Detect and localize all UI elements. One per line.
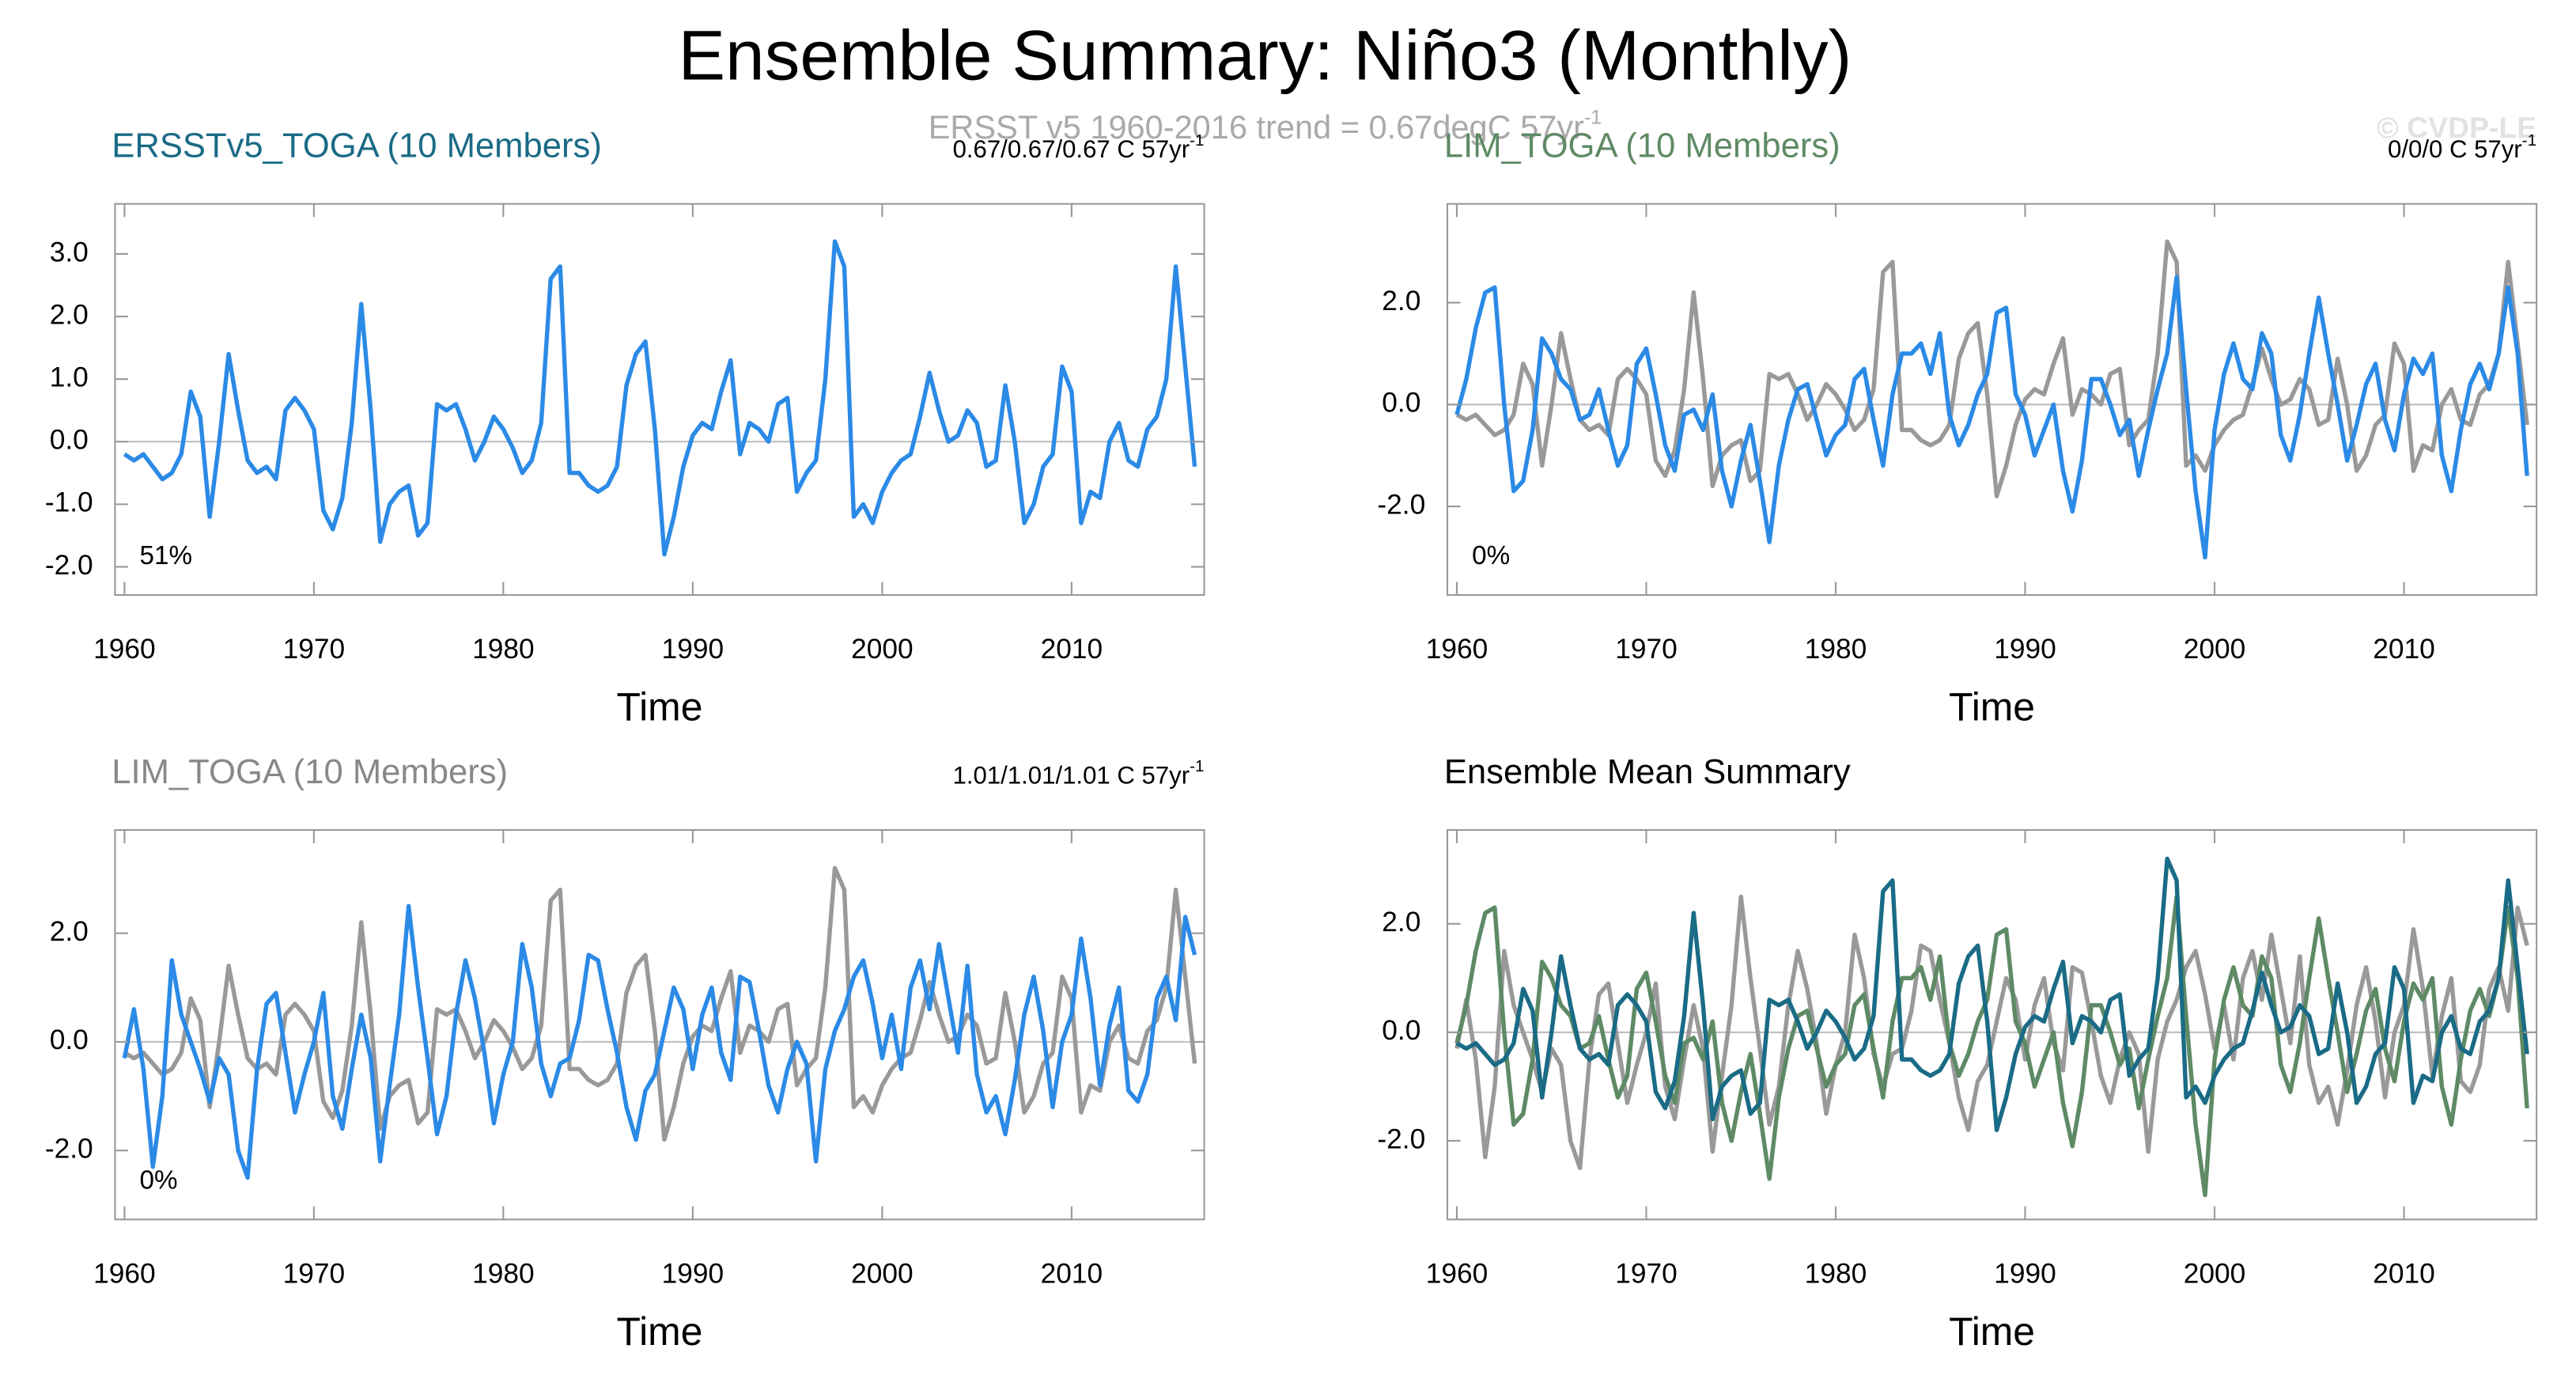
y-tick-label: -2.0 — [1377, 1123, 1425, 1154]
x-tick-label: 1970 — [1615, 634, 1678, 665]
x-tick-label: 1990 — [1994, 1258, 2056, 1289]
x-tick-label: 1990 — [662, 634, 724, 665]
panel-trend: 1.01/1.01/1.01 C 57yr-1 — [953, 758, 1205, 790]
panel: ERSSTv5_TOGA (10 Members) 0.67/0.67/0.67 … — [45, 127, 1205, 729]
panel-trend-superscript: -1 — [2522, 131, 2536, 150]
panel: LIM_TOGA (10 Members) 1.01/1.01/1.01 C 57… — [45, 753, 1205, 1354]
trend-superscript: -1 — [1584, 106, 1602, 128]
x-tick-label: 2010 — [2373, 634, 2435, 665]
trend-text: ERSST v5 1960-2016 trend = 0.67degC 57yr — [929, 108, 1584, 146]
series-line — [1455, 856, 2529, 1132]
trend-note: ERSST v5 1960-2016 trend = 0.67degC 57yr… — [929, 106, 1602, 146]
panel-title: ERSSTv5_TOGA (10 Members) — [112, 127, 602, 165]
plot-frame — [114, 203, 1205, 597]
x-tick-label: 2010 — [1041, 1258, 1103, 1289]
series-line — [123, 866, 1197, 1142]
series-line — [123, 239, 1197, 557]
x-tick-label: 1980 — [1805, 1258, 1867, 1289]
panel: LIM_TOGA (10 Members) 0/0/0 C 57yr-1 2.0 0.… — [1377, 127, 2538, 729]
x-tick-label: 2000 — [2184, 634, 2246, 665]
x-tick-label: 2000 — [851, 1258, 914, 1289]
plot-frame — [1446, 203, 2538, 597]
x-tick-label: 1960 — [93, 634, 156, 665]
x-axis-label: Time — [1949, 1309, 2035, 1354]
y-tick-label: 2.0 — [50, 916, 89, 947]
y-tick-label: 0.0 — [50, 1025, 89, 1055]
panel-trend-text: 0/0/0 C 57yr — [2388, 135, 2522, 163]
plot-frame — [1446, 829, 2538, 1221]
x-tick-label: 1980 — [472, 1258, 535, 1289]
x-tick-label: 1970 — [283, 634, 346, 665]
panel-trend-superscript: -1 — [1190, 758, 1204, 776]
x-tick-label: 1970 — [283, 1258, 346, 1289]
x-axis-label: Time — [1949, 685, 2035, 729]
plot-frame — [114, 829, 1205, 1221]
y-tick-label: -2.0 — [45, 1134, 93, 1165]
y-tick-label: 2.0 — [1382, 286, 1420, 316]
series-line — [122, 904, 1197, 1180]
x-tick-label: 1980 — [1805, 634, 1867, 665]
panel-trend: 0.67/0.67/0.67 C 57yr-1 — [953, 131, 1205, 163]
panel-title: Ensemble Mean Summary — [1444, 753, 1851, 791]
y-tick-label: 3.0 — [50, 237, 89, 267]
panel-trend-text: 0.67/0.67/0.67 C 57yr — [953, 135, 1190, 163]
figure-title: Ensemble Summary: Niño3 (Monthly) — [679, 16, 1852, 95]
x-axis-label: Time — [617, 1309, 703, 1354]
panel-trend: 0/0/0 C 57yr-1 — [2388, 131, 2536, 163]
x-tick-label: 1970 — [1615, 1258, 1678, 1289]
panel-trend-superscript: -1 — [1190, 131, 1204, 150]
y-tick-label: 1.0 — [50, 362, 89, 393]
panel-title: LIM_TOGA (10 Members) — [112, 753, 508, 791]
y-tick-label: 0.0 — [1382, 388, 1420, 419]
panel-annotation: 0% — [140, 1165, 178, 1195]
y-tick-label: 0.0 — [50, 425, 89, 456]
y-tick-label: -2.0 — [45, 550, 93, 581]
y-tick-label: -2.0 — [1377, 489, 1425, 520]
x-tick-label: 2000 — [851, 634, 914, 665]
panel-title: LIM_TOGA (10 Members) — [1444, 127, 1840, 165]
x-tick-label: 1960 — [1426, 1258, 1488, 1289]
x-tick-label: 2010 — [2373, 1258, 2435, 1289]
x-axis-label: Time — [617, 685, 703, 729]
panel-annotation: 51% — [140, 541, 193, 570]
x-tick-label: 1990 — [662, 1258, 724, 1289]
y-tick-label: 2.0 — [50, 299, 89, 330]
x-tick-label: 1990 — [1994, 634, 2056, 665]
x-tick-label: 1960 — [1426, 634, 1488, 665]
y-tick-label: 2.0 — [1382, 907, 1420, 938]
series-line — [1454, 275, 2529, 560]
panel-annotation: 0% — [1472, 541, 1510, 570]
copyright: © CVDP-LE — [2377, 111, 2536, 144]
x-tick-label: 1960 — [93, 1258, 156, 1289]
x-tick-label: 1980 — [472, 634, 535, 665]
y-tick-label: 0.0 — [1382, 1015, 1420, 1046]
x-tick-label: 2010 — [1041, 634, 1103, 665]
panel: Ensemble Mean Summary 2.0 0.0 -2.0 1960 1970 1… — [1377, 753, 2538, 1354]
y-tick-label: -1.0 — [45, 487, 93, 518]
x-tick-label: 2000 — [2184, 1258, 2246, 1289]
panel-trend-text: 1.01/1.01/1.01 C 57yr — [953, 762, 1190, 790]
